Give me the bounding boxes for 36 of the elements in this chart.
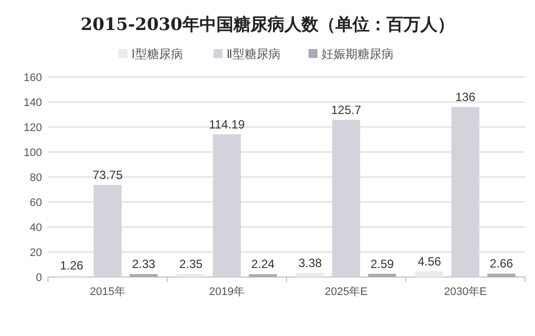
bar (296, 272, 324, 277)
bar (248, 274, 277, 277)
y-tick-label: 0 (36, 272, 42, 284)
data-label: 2.35 (179, 257, 203, 272)
data-label: 1.26 (60, 258, 84, 272)
y-tick-label: 120 (24, 122, 42, 134)
data-label: 136 (455, 90, 476, 104)
data-label: 125.7 (331, 102, 362, 117)
y-tick-label: 140 (24, 97, 42, 109)
data-label: 4.56 (418, 254, 442, 268)
legend-label: Ⅱ型糖尿病 (226, 47, 280, 61)
y-tick-label: 20 (30, 247, 42, 259)
y-tick-label: 80 (30, 172, 42, 184)
bar (130, 274, 158, 277)
data-label: 3.38 (298, 256, 322, 270)
y-tick-label: 160 (24, 72, 42, 84)
bar (176, 274, 205, 277)
bar (487, 274, 516, 277)
bar (368, 274, 396, 277)
data-label: 2.59 (370, 256, 394, 271)
y-tick-label: 60 (30, 197, 42, 209)
data-label: 2.66 (490, 256, 514, 271)
x-tick-label: 2015年 (90, 286, 126, 298)
x-tick-label: 2030年E (444, 286, 487, 298)
data-label: 2.33 (132, 257, 156, 272)
bar (415, 271, 444, 277)
x-tick-label: 2019年 (209, 286, 245, 298)
chart-title: 2015-2030年中国糖尿病人数（单位：百万人） (80, 15, 454, 35)
legend-label: Ⅰ型糖尿病 (132, 47, 184, 61)
data-label: 73.75 (92, 168, 123, 182)
legend-label: 妊娠期糖尿病 (322, 47, 394, 61)
data-label: 2.24 (251, 257, 275, 272)
y-tick-label: 100 (24, 147, 42, 159)
x-tick-label: 2025年E (324, 286, 368, 298)
y-tick-label: 40 (30, 222, 42, 234)
data-label: 114.19 (208, 117, 246, 132)
